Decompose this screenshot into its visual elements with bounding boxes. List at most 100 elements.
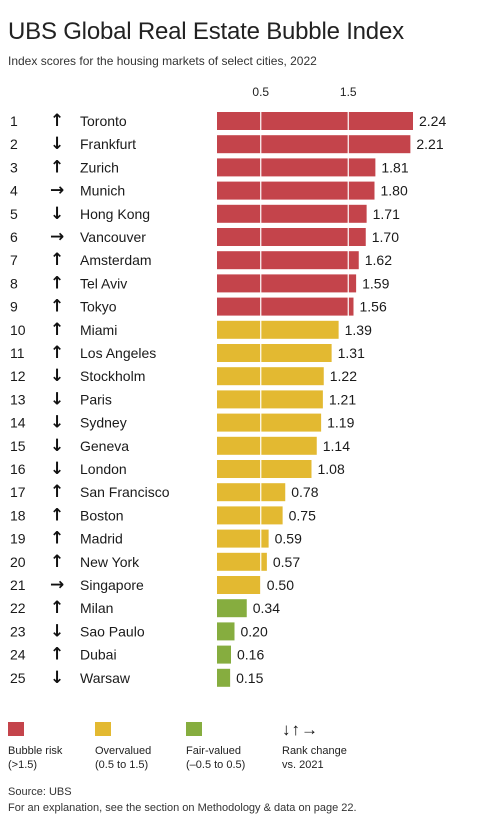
city-label: Sao Paulo <box>80 623 145 639</box>
rank-change-down-icon: ↓ <box>50 134 64 154</box>
rank-change-up-icon: ↑ <box>50 343 64 363</box>
rank-change-down-icon: ↓ <box>50 668 64 688</box>
city-label: Sydney <box>80 415 127 431</box>
legend-bubble-label: Bubble risk <box>8 745 63 757</box>
value-label: 0.15 <box>236 670 263 686</box>
rank-change-down-icon: ↓ <box>50 389 64 409</box>
rank-change-up-icon: ↑ <box>50 529 64 549</box>
rank-label: 17 <box>10 484 26 500</box>
bar <box>217 668 231 687</box>
rank-change-down-icon: ↓ <box>50 204 64 224</box>
value-label: 1.62 <box>365 252 392 268</box>
rank-change-down-icon: ↓ <box>50 459 64 479</box>
city-label: Miami <box>80 322 117 338</box>
rank-label: 21 <box>10 577 26 593</box>
value-label: 1.19 <box>327 415 354 431</box>
city-label: Singapore <box>80 577 144 593</box>
city-label: Warsaw <box>80 670 131 686</box>
bar <box>217 251 359 270</box>
rank-label: 10 <box>10 322 26 338</box>
rank-change-arrows-icon: ↓↑→ <box>282 720 319 739</box>
legend-item-overvalued: Overvalued (0.5 to 1.5) <box>95 722 151 772</box>
bar <box>217 320 339 339</box>
legend-item-fair: Fair-valued (–0.5 to 0.5) <box>186 722 245 772</box>
rank-change-down-icon: ↓ <box>50 366 64 386</box>
legend-bubble-range: (>1.5) <box>8 759 38 771</box>
city-label: Tokyo <box>80 299 117 315</box>
bar <box>217 460 312 478</box>
rank-label: 7 <box>10 252 18 268</box>
bar <box>217 436 317 455</box>
legend-fair-label: Fair-valued <box>186 745 242 757</box>
value-label: 2.21 <box>416 136 443 152</box>
rank-label: 23 <box>10 623 26 639</box>
source-note: Source: UBS <box>8 786 72 798</box>
rank-change-up-icon: ↑ <box>50 320 64 340</box>
chart-subtitle: Index scores for the housing markets of … <box>8 54 317 68</box>
legend-overvalued-range: (0.5 to 1.5) <box>95 759 149 771</box>
bar <box>217 529 269 548</box>
legend-rank-label: Rank change <box>282 745 347 757</box>
value-label: 1.21 <box>329 391 356 407</box>
bar <box>217 112 413 130</box>
city-label: Tel Aviv <box>80 275 127 291</box>
bar <box>217 506 283 525</box>
city-label: Vancouver <box>80 229 146 245</box>
rank-label: 2 <box>10 136 18 152</box>
rank-label: 12 <box>10 368 26 384</box>
rank-label: 14 <box>10 415 26 431</box>
rank-label: 25 <box>10 670 26 686</box>
value-label: 1.39 <box>345 322 372 338</box>
city-label: Milan <box>80 600 113 616</box>
rank-label: 1 <box>10 113 18 129</box>
rank-change-flat-icon: → <box>50 575 64 595</box>
rank-label: 22 <box>10 600 26 616</box>
value-label: 0.50 <box>267 577 294 593</box>
legend-fair-range: (–0.5 to 0.5) <box>186 759 246 771</box>
city-label: Frankfurt <box>80 136 136 152</box>
bar-chart: 0.5 1.5 1 ↑ Toronto 2.24 2 ↓ Frankfurt 2.21 3 ↑ Zuri… <box>10 85 446 689</box>
value-label: 0.78 <box>291 484 318 500</box>
rank-change-up-icon: ↑ <box>50 273 64 293</box>
legend-swatch-overvalued <box>95 722 111 736</box>
rank-change-down-icon: ↓ <box>50 436 64 456</box>
city-label: Toronto <box>80 113 127 129</box>
legend-overvalued-label: Overvalued <box>95 745 152 757</box>
city-label: Amsterdam <box>80 252 152 268</box>
rank-label: 19 <box>10 531 26 547</box>
bar <box>217 390 323 409</box>
rank-change-up-icon: ↑ <box>50 552 64 572</box>
rank-label: 8 <box>10 275 18 291</box>
value-label: 1.22 <box>330 368 357 384</box>
bar <box>217 228 366 246</box>
legend-rank-sub: vs. 2021 <box>282 759 324 771</box>
rank-label: 16 <box>10 461 26 477</box>
rank-change-up-icon: ↑ <box>50 645 64 665</box>
value-label: 2.24 <box>419 113 446 129</box>
rank-change-flat-icon: → <box>50 227 64 247</box>
bar <box>217 367 324 386</box>
rank-label: 13 <box>10 391 26 407</box>
city-label: Stockholm <box>80 368 145 384</box>
bar <box>217 622 235 641</box>
rank-label: 15 <box>10 438 26 454</box>
legend-swatch-fair <box>186 722 202 736</box>
x-tick-label: 0.5 <box>252 85 269 99</box>
city-label: Geneva <box>80 438 129 454</box>
city-label: Los Angeles <box>80 345 156 361</box>
value-label: 1.14 <box>323 438 350 454</box>
rank-label: 24 <box>10 647 26 663</box>
value-label: 1.71 <box>373 206 400 222</box>
rank-label: 4 <box>10 183 18 199</box>
legend-swatch-bubble <box>8 722 24 736</box>
city-label: Zurich <box>80 159 119 175</box>
city-label: Madrid <box>80 531 123 547</box>
rank-label: 3 <box>10 159 18 175</box>
bar <box>217 483 286 502</box>
rank-label: 6 <box>10 229 18 245</box>
city-label: Munich <box>80 183 125 199</box>
city-label: Boston <box>80 507 124 523</box>
rank-change-down-icon: ↓ <box>50 413 64 433</box>
rank-label: 9 <box>10 299 18 315</box>
bar <box>217 645 231 664</box>
